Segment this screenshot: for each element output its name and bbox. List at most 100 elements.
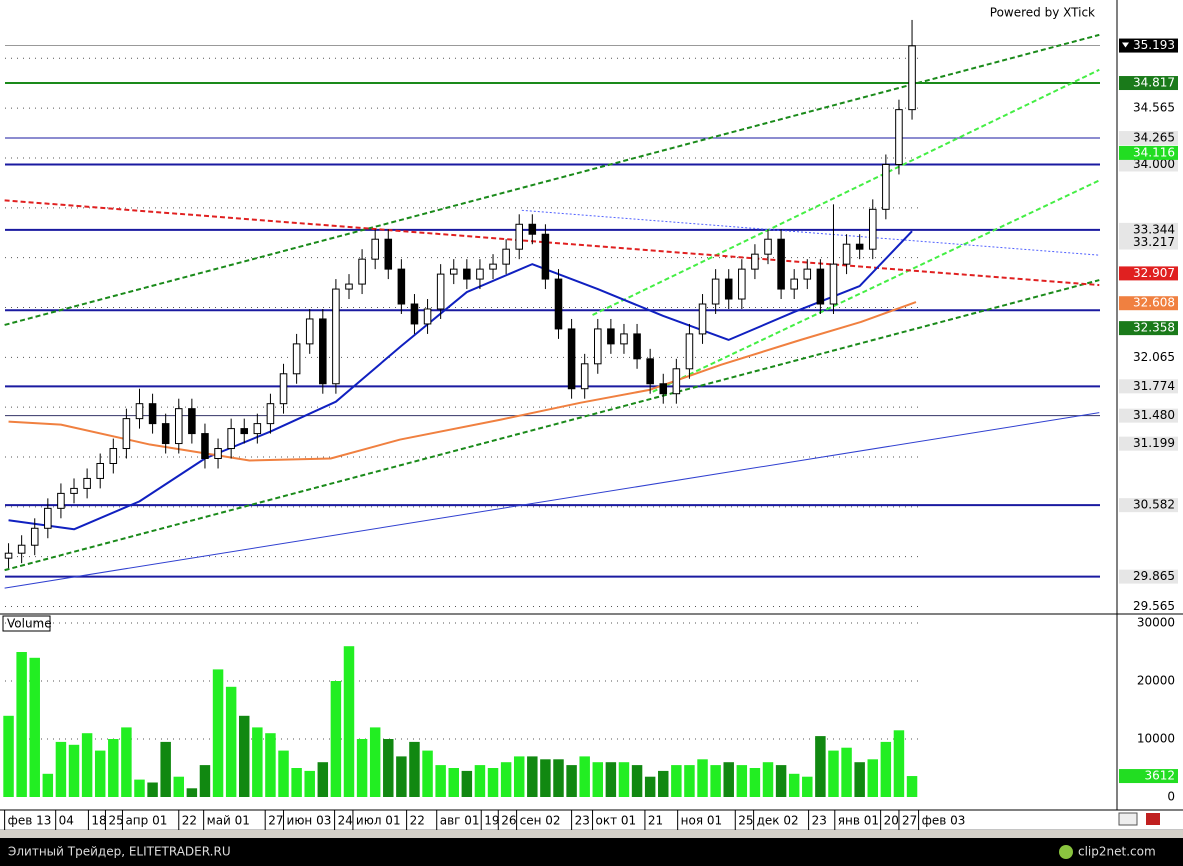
candle-body	[345, 283, 353, 290]
x-tick-label: авг 01	[440, 814, 480, 828]
volume-bar	[487, 768, 499, 797]
volume-bar	[513, 756, 525, 797]
volume-bar	[448, 768, 459, 797]
marker-box	[1119, 296, 1178, 311]
volume-bar	[828, 750, 839, 797]
volume-bar	[474, 765, 486, 797]
volume-bar	[186, 788, 198, 797]
x-tick-label: 25	[108, 814, 123, 828]
marker-box	[1119, 145, 1178, 160]
marker-label: 34.116	[1133, 145, 1175, 159]
footer-right: clip2net.com	[1078, 845, 1156, 859]
candle-body	[4, 552, 13, 559]
candle-body	[842, 243, 851, 265]
candle-body	[698, 303, 707, 335]
candle-body	[685, 333, 694, 370]
candle-body	[240, 428, 249, 435]
level-label-box	[1119, 408, 1178, 423]
volume-bar	[906, 776, 918, 797]
volume-bar	[736, 765, 748, 797]
volume-bar	[605, 762, 617, 797]
volume-bar	[710, 765, 721, 797]
volume-bar	[841, 747, 852, 797]
marker-label: 31.199	[1133, 436, 1175, 450]
candle-body	[502, 248, 510, 265]
volume-bar	[775, 765, 787, 797]
volume-bar	[173, 776, 185, 797]
volume-bar	[500, 762, 512, 797]
candle-body	[319, 318, 327, 385]
candle-body	[541, 233, 550, 280]
level-label: 30.582	[1133, 498, 1175, 512]
x-tick-label: 24	[338, 814, 353, 828]
watermark: Powered by XTick	[990, 6, 1095, 20]
volume-last-box	[1119, 769, 1178, 784]
candle-body	[397, 268, 406, 305]
candle-body	[672, 368, 681, 395]
volume-bar	[422, 750, 433, 797]
y-tick-label: 32.065	[1133, 350, 1175, 364]
plot: 29.565 32.065 34.565 35.193 34.817 34.265 34.0…	[3, 19, 1178, 830]
candle-body	[174, 408, 183, 445]
candle-body	[449, 268, 458, 275]
volume-bar	[762, 762, 774, 797]
candle-body	[607, 328, 615, 345]
x-tick-label: июн 03	[287, 814, 332, 828]
y-tick-label: 29.565	[1133, 599, 1175, 613]
volume-bar	[343, 646, 355, 797]
marker-box	[1119, 321, 1178, 336]
candle-body	[148, 403, 157, 425]
candle-body	[633, 333, 641, 360]
x-tick-label: 22	[182, 814, 197, 828]
candle-body	[266, 403, 275, 425]
toolbar-button[interactable]	[1118, 812, 1138, 826]
level-label: 31.480	[1133, 408, 1175, 422]
candle-body	[567, 328, 576, 390]
volume-bar	[239, 715, 250, 797]
volume-bar	[409, 741, 420, 797]
volume-bar	[396, 756, 407, 797]
candle-body	[201, 433, 209, 460]
candle-body	[528, 223, 537, 235]
volume-bar	[29, 657, 40, 797]
volume-bar	[147, 782, 158, 797]
candle-body	[646, 358, 654, 385]
x-tick-label: окт 01	[596, 814, 637, 828]
volume-bar	[631, 765, 643, 797]
level-label-box	[1119, 76, 1178, 91]
candle-body	[17, 544, 26, 554]
volume-bar	[566, 765, 577, 797]
level-label: 35.193	[1133, 38, 1175, 52]
volume-bar	[671, 765, 682, 797]
volume-bar	[684, 765, 695, 797]
marker-box	[1119, 235, 1178, 250]
volume-bar	[749, 768, 761, 797]
candle-body	[724, 278, 733, 300]
volume-bar	[225, 686, 237, 797]
background	[0, 0, 1183, 838]
candle-body	[594, 328, 602, 365]
volume-bar	[356, 739, 368, 797]
x-tick-label: апр 01	[125, 814, 167, 828]
x-tick-label: июл 01	[356, 814, 401, 828]
candle-body	[816, 268, 825, 305]
candle-body	[410, 303, 419, 325]
volume-bar	[94, 750, 106, 797]
level-label: 34.000	[1133, 157, 1175, 171]
x-tick-label: ноя 01	[681, 814, 723, 828]
x-tick-label: сен 02	[520, 814, 561, 828]
exit-button[interactable]	[1146, 813, 1160, 825]
candle-body	[96, 462, 104, 479]
trend-line	[592, 68, 1100, 316]
level-label: 29.865	[1133, 569, 1175, 583]
x-tick-label: 26	[501, 814, 516, 828]
candle-body	[738, 268, 746, 300]
marker-label: 32.907	[1133, 266, 1175, 280]
volume-bar	[265, 733, 276, 797]
trend-line	[521, 209, 1100, 256]
candle-body	[829, 263, 838, 305]
status-gap	[0, 830, 1183, 838]
volume-bar	[540, 759, 551, 797]
candle-body	[122, 418, 131, 450]
level-label: 34.817	[1133, 76, 1175, 90]
